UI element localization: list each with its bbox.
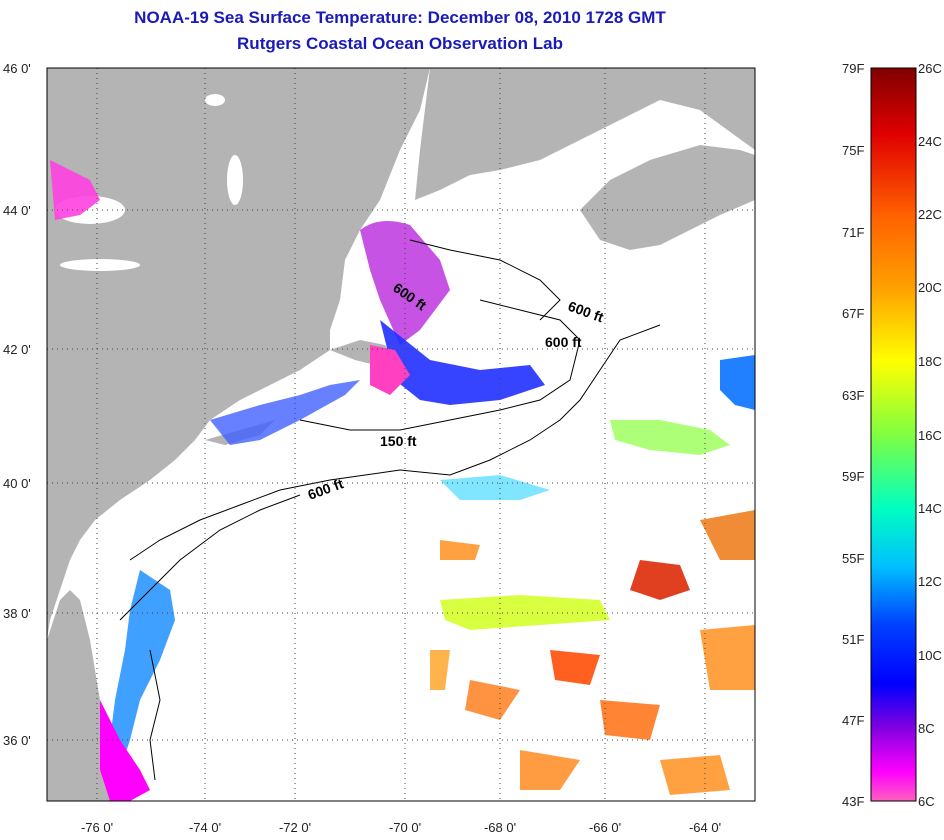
colorbar-c-labels: 26C 24C 22C 20C 18C 16C 14C 12C 10C 8C 6…	[918, 61, 942, 809]
colorbar-f-label: 79F	[842, 61, 864, 76]
map-frame	[46, 67, 756, 802]
lake-champlain	[227, 155, 243, 205]
colorbar-f-label: 67F	[842, 306, 864, 321]
land-canada	[415, 68, 755, 200]
map-title: NOAA-19 Sea Surface Temperature: Decembe…	[134, 8, 666, 27]
bathymetry-contours	[119, 239, 661, 781]
colorbar-c-label: 22C	[918, 207, 942, 222]
lat-label: 38 0'	[3, 606, 31, 621]
colorbar-f-label: 75F	[842, 143, 864, 158]
lon-label: -76 0'	[81, 820, 113, 835]
colorbar-f-label: 71F	[842, 225, 864, 240]
contour-label: 150 ft	[380, 433, 417, 449]
colorbar-c-label: 8C	[918, 721, 935, 736]
lat-label: 40 0'	[3, 476, 31, 491]
lon-label: -70 0'	[389, 820, 421, 835]
colorbar-c-label: 16C	[918, 428, 942, 443]
lon-label: -74 0'	[189, 820, 221, 835]
lat-label: 36 0'	[3, 733, 31, 748]
graticule	[47, 68, 755, 801]
colorbar-f-label: 55F	[842, 551, 864, 566]
colorbar-f-label: 51F	[842, 632, 864, 647]
contour-label: 600 ft	[545, 334, 582, 350]
colorbar-c-label: 6C	[918, 794, 935, 809]
lat-label: 46 0'	[3, 61, 31, 76]
map-layers	[47, 68, 755, 801]
colorbar-c-label: 20C	[918, 280, 942, 295]
colorbar-c-label: 10C	[918, 648, 942, 663]
colorbar-f-label: 47F	[842, 713, 864, 728]
colorbar-c-label: 14C	[918, 501, 942, 516]
colorbar-c-label: 18C	[918, 354, 942, 369]
colorbar-c-label: 24C	[918, 134, 942, 149]
lake	[60, 259, 140, 271]
lake	[205, 94, 225, 106]
colorbar-f-label: 63F	[842, 388, 864, 403]
map-subtitle: Rutgers Coastal Ocean Observation Lab	[237, 34, 563, 53]
lat-label: 44 0'	[3, 203, 31, 218]
colorbar-f-label: 43F	[842, 794, 864, 809]
lon-label: -68 0'	[484, 820, 516, 835]
land-nova-scotia	[580, 145, 755, 250]
land-us	[47, 68, 430, 640]
lon-label: -66 0'	[589, 820, 621, 835]
lon-label: -64 0'	[689, 820, 721, 835]
colorbar-c-label: 12C	[918, 574, 942, 589]
lon-label: -72 0'	[279, 820, 311, 835]
colorbar-c-label: 26C	[918, 61, 942, 76]
colorbar	[870, 67, 917, 802]
colorbar-f-label: 59F	[842, 469, 864, 484]
colorbar-f-labels: 79F 75F 71F 67F 63F 59F 55F 51F 47F 43F	[842, 61, 864, 809]
lat-label: 42 0'	[3, 342, 31, 357]
